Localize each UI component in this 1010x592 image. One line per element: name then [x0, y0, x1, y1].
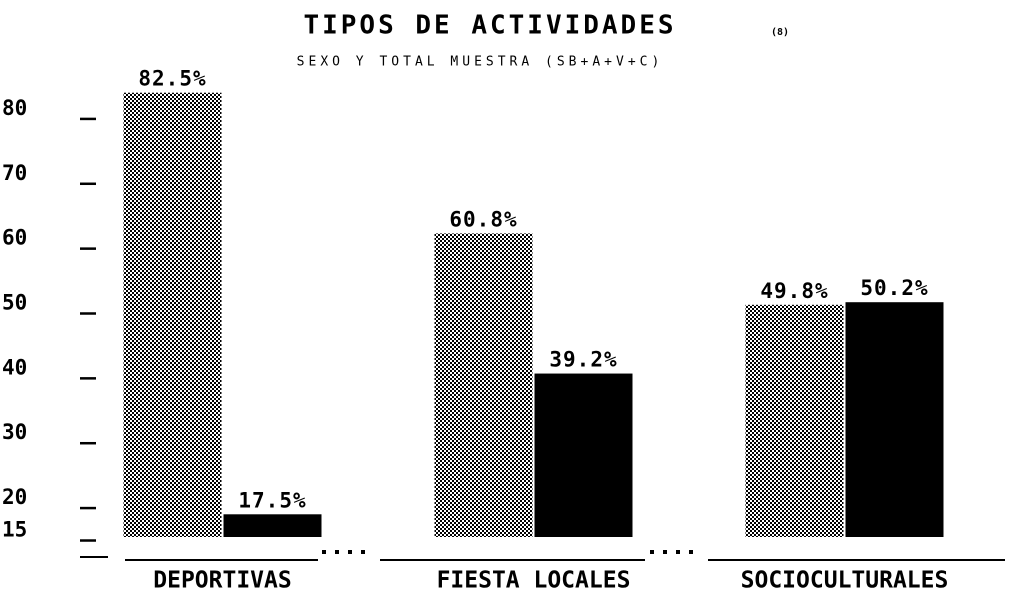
value-label: 82.5%: [138, 67, 206, 91]
chart-subtitle: SEXO Y TOTAL MUESTRA (SB+A+V+C): [297, 55, 664, 70]
value-label: 60.8%: [449, 207, 517, 231]
bar: [745, 304, 844, 537]
y-tick-label: 70: [2, 161, 27, 185]
x-tick-label: DEPORTIVAS: [153, 568, 291, 592]
x-tick-label: FIESTA LOCALES: [437, 568, 631, 592]
y-tick-label: 80: [2, 96, 27, 120]
bar: [223, 514, 322, 537]
bar: [534, 373, 633, 537]
y-tick-label: 20: [2, 485, 27, 509]
x-tick-label: SOCIOCULTURALES: [741, 568, 949, 592]
value-label: 49.8%: [760, 279, 828, 303]
y-tick-label: 50: [2, 291, 27, 315]
value-label: 39.2%: [549, 348, 617, 372]
y-tick-label: 40: [2, 355, 27, 379]
title-note: (8): [771, 27, 789, 38]
value-label: 17.5%: [238, 488, 306, 512]
y-tick-label: 30: [2, 420, 27, 444]
category-underlines: [80, 550, 1005, 561]
bar: [123, 92, 222, 537]
chart-title: TIPOS DE ACTIVIDADES: [303, 11, 676, 41]
y-tick-label: 15: [2, 518, 27, 542]
bar: [845, 302, 944, 537]
bar: [434, 233, 533, 537]
y-tick-label: 60: [2, 226, 27, 250]
value-label: 50.2%: [860, 276, 928, 300]
